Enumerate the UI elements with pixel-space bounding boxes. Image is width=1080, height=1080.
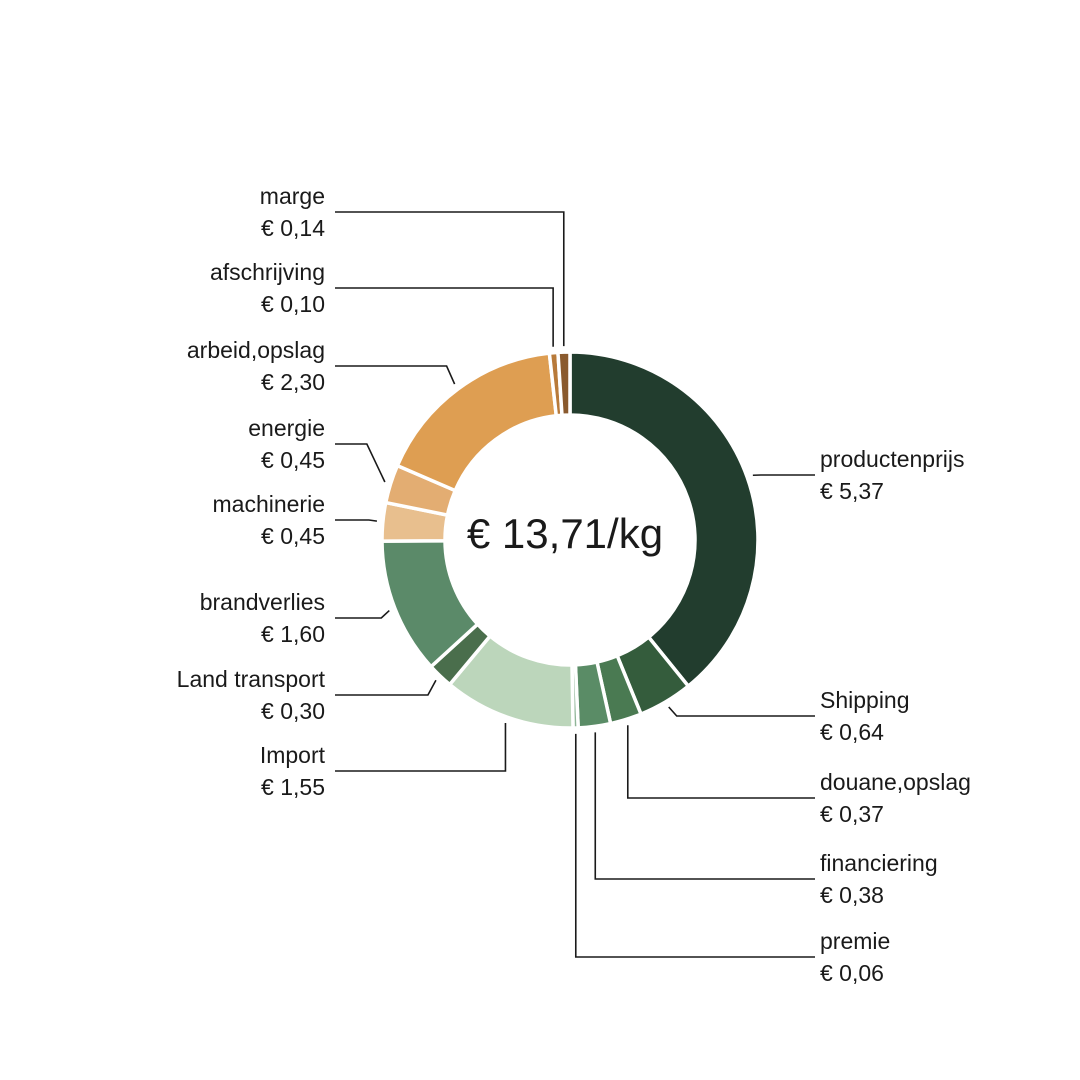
slice-value-label: € 0,06	[820, 960, 884, 986]
slice-label: productenprijs	[820, 446, 964, 472]
slice-label: Shipping	[820, 687, 910, 713]
leader-line	[626, 725, 815, 799]
slice-value-label: € 1,60	[261, 621, 325, 647]
slice-value-label: € 0,14	[261, 215, 325, 241]
leader-line	[335, 211, 565, 347]
leader-line	[594, 732, 815, 880]
leader-line	[668, 706, 815, 717]
slice-value-label: € 0,45	[261, 523, 325, 549]
leader-line	[335, 519, 378, 522]
leader-line	[335, 443, 386, 483]
center-label: € 13,71/kg	[467, 510, 663, 557]
leader-line	[335, 679, 437, 696]
slice-label: douane,opslag	[820, 769, 971, 795]
slice-label: marge	[260, 183, 325, 209]
slice-label: financiering	[820, 850, 938, 876]
slice-label: arbeid,opslag	[187, 337, 325, 363]
slice-value-label: € 0,45	[261, 447, 325, 473]
slice-value-label: € 5,37	[820, 478, 884, 504]
slice-label: brandverlies	[200, 589, 325, 615]
donut-slice	[395, 351, 559, 493]
slice-value-label: € 1,55	[261, 774, 325, 800]
slice-label: afschrijving	[210, 259, 325, 285]
slice-label: energie	[248, 415, 325, 441]
leader-line	[335, 609, 390, 619]
slice-label: Land transport	[177, 666, 326, 692]
slice-value-label: € 0,37	[820, 801, 884, 827]
slice-value-label: € 0,10	[261, 291, 325, 317]
donut-slice	[556, 350, 572, 418]
donut-slice	[568, 350, 760, 689]
slice-value-label: € 0,30	[261, 698, 325, 724]
slice-label: premie	[820, 928, 890, 954]
leader-line	[335, 287, 554, 347]
slice-value-label: € 2,30	[261, 369, 325, 395]
leader-line	[335, 365, 456, 385]
slice-value-label: € 0,38	[820, 882, 884, 908]
slice-label: machinerie	[213, 491, 326, 517]
leader-line	[574, 733, 815, 958]
slice-label: Import	[260, 742, 326, 768]
leader-line	[335, 722, 507, 772]
slice-value-label: € 0,64	[820, 719, 884, 745]
